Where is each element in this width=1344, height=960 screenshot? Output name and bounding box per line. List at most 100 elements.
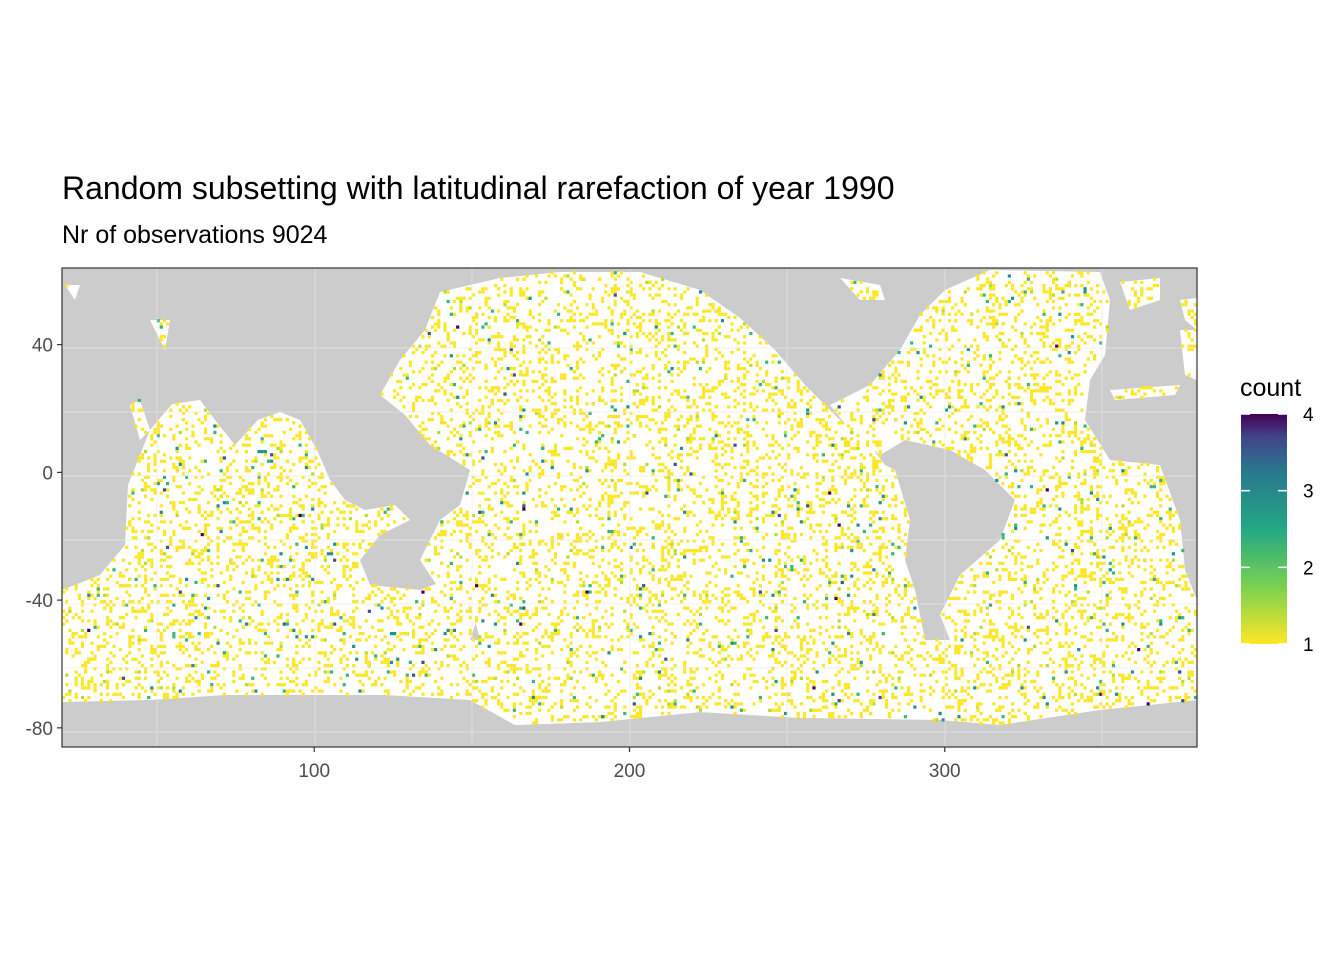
observation-cell — [1007, 616, 1011, 620]
observation-cell — [1045, 702, 1049, 706]
observation-cell — [314, 555, 318, 559]
observation-cell — [1045, 386, 1049, 390]
observation-cell — [664, 427, 668, 431]
observation-cell — [900, 414, 904, 419]
observation-cell — [465, 513, 469, 518]
observation-cell — [569, 421, 573, 425]
observation-cell — [591, 450, 595, 454]
observation-cell — [657, 287, 662, 291]
observation-cell — [424, 360, 428, 364]
observation-cell — [311, 497, 315, 502]
observation-cell — [534, 408, 539, 412]
observation-cell — [629, 545, 633, 549]
observation-cell — [292, 664, 296, 668]
observation-cell — [906, 660, 911, 664]
observation-cell — [645, 558, 649, 562]
observation-cell — [1099, 341, 1103, 345]
observation-cell — [702, 638, 706, 642]
observation-cell — [1070, 274, 1075, 278]
observation-cell — [1052, 293, 1056, 297]
observation-cell — [301, 657, 305, 661]
observation-cell — [1096, 606, 1100, 610]
observation-cell — [1074, 392, 1078, 396]
observation-cell — [525, 667, 529, 671]
observation-cell — [575, 552, 580, 556]
observation-cell — [493, 462, 498, 466]
observation-cell — [752, 392, 756, 396]
observation-cell — [853, 469, 857, 473]
observation-cell — [1124, 587, 1128, 591]
observation-cell — [1023, 577, 1027, 581]
observation-cell — [1074, 351, 1078, 355]
observation-cell — [516, 485, 520, 489]
observation-cell — [579, 427, 583, 431]
observation-cell — [481, 456, 485, 460]
observation-cell — [1168, 699, 1172, 703]
observation-cell — [1162, 596, 1166, 601]
observation-cell — [1020, 402, 1024, 406]
observation-cell — [531, 628, 535, 632]
observation-cell — [383, 689, 387, 693]
observation-cell — [402, 609, 406, 613]
observation-cell — [323, 485, 327, 489]
observation-cell — [462, 424, 466, 428]
observation-cell — [888, 673, 892, 677]
observation-cell — [714, 347, 718, 351]
observation-cell — [979, 293, 983, 297]
observation-cell — [298, 536, 302, 540]
observation-cell — [651, 507, 655, 511]
observation-cell — [796, 446, 800, 450]
observation-cell — [837, 453, 841, 457]
observation-cell — [866, 504, 870, 508]
observation-cell — [604, 622, 608, 626]
observation-cell — [1055, 379, 1059, 383]
observation-cell — [188, 561, 192, 565]
observation-cell — [153, 459, 157, 463]
observation-cell — [538, 472, 542, 476]
observation-cell — [906, 689, 911, 693]
observation-cell — [632, 673, 636, 677]
observation-cell — [579, 494, 583, 498]
observation-cell — [475, 699, 479, 703]
observation-cell — [475, 427, 479, 431]
observation-cell — [988, 619, 993, 623]
observation-cell — [774, 609, 778, 613]
observation-cell — [774, 386, 778, 390]
observation-cell — [1111, 462, 1116, 466]
observation-cell — [1089, 616, 1093, 620]
observation-cell — [144, 638, 148, 642]
observation-cell — [323, 600, 327, 604]
observation-cell — [799, 670, 803, 674]
observation-cell — [598, 584, 602, 588]
observation-cell — [1074, 507, 1078, 511]
observation-cell — [159, 644, 163, 648]
observation-cell — [112, 558, 116, 562]
observation-cell — [992, 721, 996, 725]
observation-cell — [553, 446, 557, 450]
observation-cell — [109, 619, 113, 623]
observation-cell — [1067, 472, 1071, 476]
observation-cell — [1055, 699, 1059, 703]
observation-cell — [443, 533, 447, 537]
observation-cell — [717, 309, 721, 313]
observation-cell — [222, 667, 226, 671]
observation-cell — [229, 446, 233, 450]
observation-cell — [733, 520, 737, 524]
observation-cell — [661, 568, 665, 572]
observation-cell — [903, 692, 907, 696]
observation-cell — [553, 676, 557, 680]
observation-cell — [396, 660, 400, 664]
observation-cell — [449, 587, 453, 591]
observation-cell — [248, 443, 252, 447]
observation-cell — [976, 648, 980, 652]
observation-cell — [1067, 686, 1071, 690]
observation-cell — [711, 523, 715, 527]
observation-cell — [591, 628, 595, 632]
observation-cell — [560, 612, 564, 617]
observation-cell — [298, 568, 302, 572]
observation-cell — [695, 549, 699, 553]
observation-cell — [774, 692, 778, 696]
observation-cell — [679, 453, 684, 457]
observation-cell — [125, 590, 129, 594]
observation-cell — [724, 376, 728, 380]
